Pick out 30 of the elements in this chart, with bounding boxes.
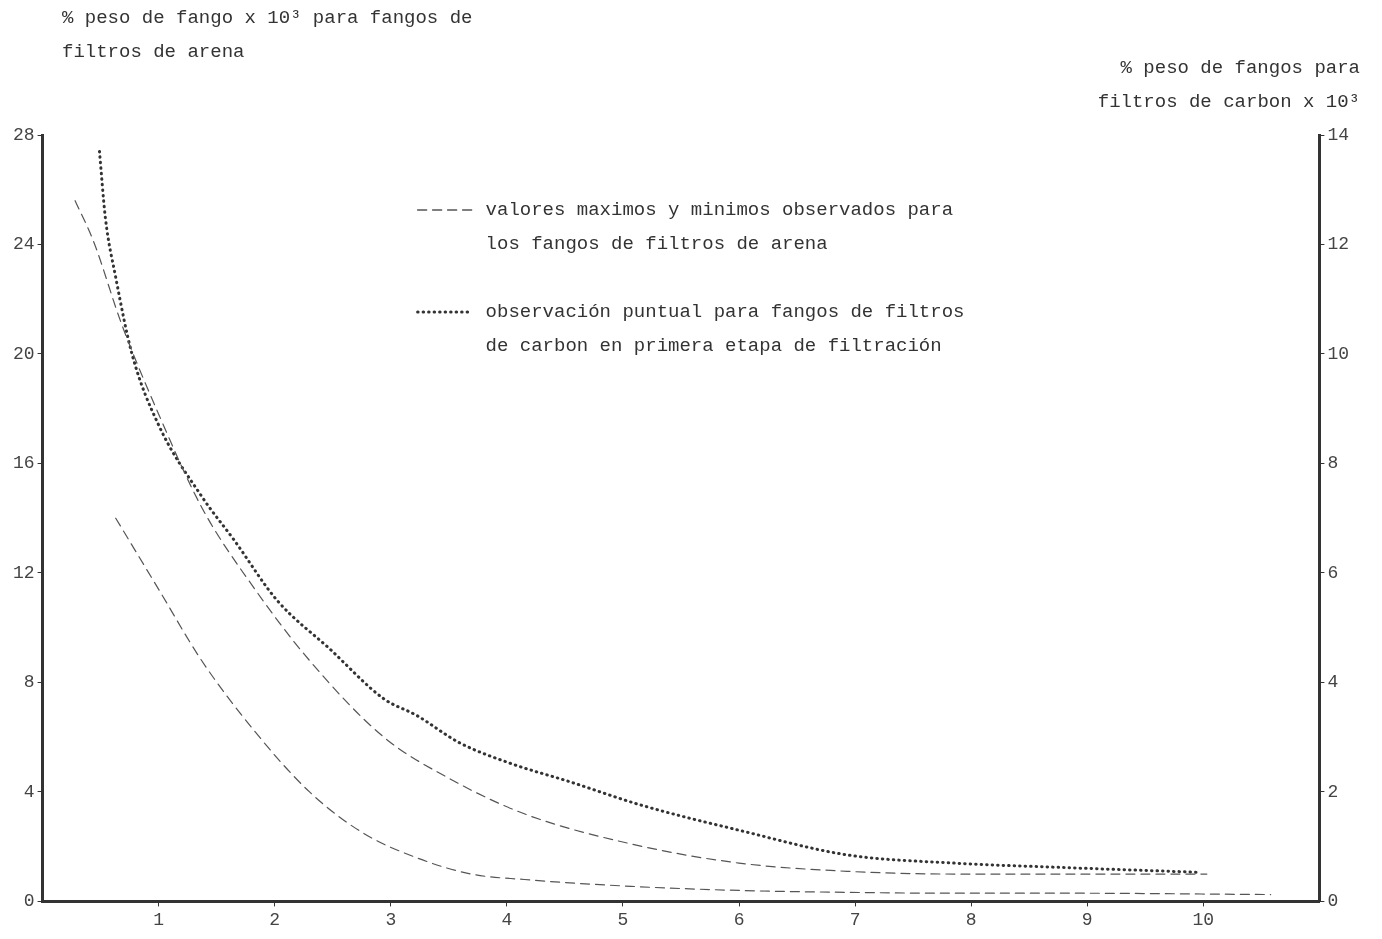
y2-tick-label: 4 — [1327, 672, 1339, 693]
x-tick-label: 5 — [617, 909, 629, 930]
x-tick-label: 1 — [153, 909, 165, 930]
y-axis-title: % peso de fango x 10³ para fangos de filtros de arena — [62, 7, 473, 64]
x-tick-label: 4 — [501, 909, 513, 930]
x-tick-label: 2 — [269, 909, 281, 930]
x-tick-label: 10 — [1192, 909, 1215, 930]
y2-tick-label: 10 — [1327, 343, 1350, 364]
y-tick-label: 12 — [12, 562, 35, 583]
y-tick-label: 0 — [23, 891, 35, 912]
y-tick-label: 24 — [12, 234, 35, 255]
y2-tick-label: 0 — [1327, 891, 1339, 912]
x-tick-label: 9 — [1081, 909, 1093, 930]
legend-label: valores maximos y minimos observados para los fangos de filtros de arena — [485, 199, 954, 256]
y-tick-label: 16 — [12, 453, 35, 474]
y-tick-label: 20 — [12, 343, 35, 364]
x-tick-label: 8 — [965, 909, 977, 930]
y2-axis-title: % peso de fangos para filtros de carbon x 10³ — [1097, 57, 1360, 114]
y-tick-label: 28 — [12, 124, 35, 145]
y-tick-label: 8 — [23, 672, 35, 693]
y2-tick-label: 2 — [1327, 781, 1339, 802]
x-tick-label: 6 — [733, 909, 745, 930]
y2-tick-label: 6 — [1327, 562, 1339, 583]
legend-label: observación puntual para fangos de filtros de carbon en primera etapa de filtración — [485, 301, 965, 358]
y-tick-label: 4 — [23, 781, 35, 802]
y2-tick-label: 8 — [1327, 453, 1339, 474]
x-tick-label: 3 — [385, 909, 397, 930]
x-tick-label: 7 — [849, 909, 861, 930]
y2-tick-label: 14 — [1327, 124, 1350, 145]
y2-tick-label: 12 — [1327, 234, 1350, 255]
